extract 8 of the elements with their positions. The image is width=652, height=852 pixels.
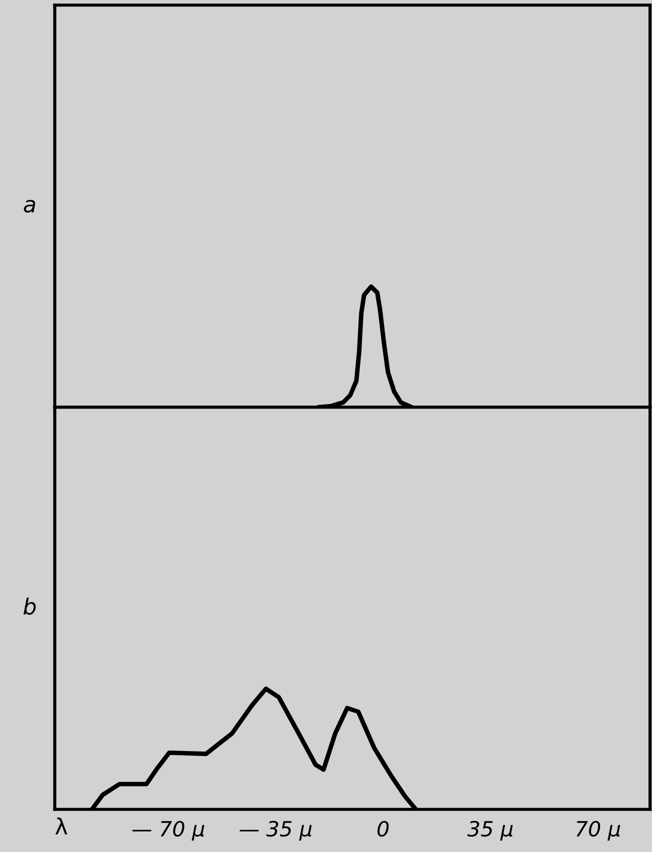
x-tick-label: 70 μ bbox=[576, 820, 620, 841]
x-tick-label: — 70 μ bbox=[132, 820, 204, 841]
x-tick-label: — 35 μ bbox=[240, 820, 312, 841]
x-tick-label: 0 bbox=[378, 820, 389, 837]
y-axis-title: b bbox=[24, 598, 36, 615]
y-axis-title: a bbox=[24, 200, 36, 213]
x-axis-title: λ bbox=[55, 817, 68, 834]
x-tick-label: 35 μ bbox=[467, 820, 513, 841]
